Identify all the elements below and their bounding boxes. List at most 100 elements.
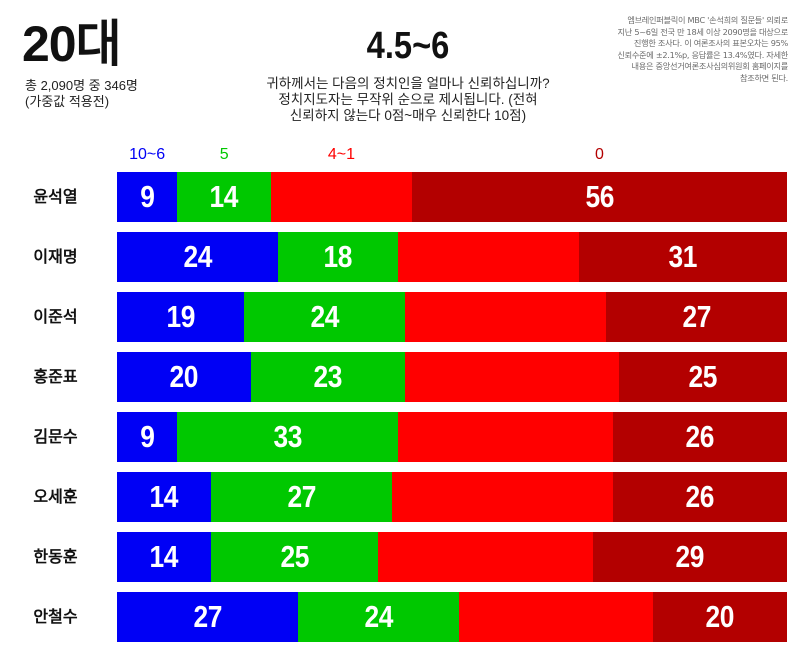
politician-name: 김문수 [33, 427, 78, 446]
chart-row: 윤석열 9 14 56 [0, 172, 800, 222]
question-line: 신뢰하지 않는다 0점~매우 신뢰한다 10점) [289, 108, 527, 123]
segment-score-5: 33 [177, 412, 399, 462]
legend-item-10-6: 10~6 [129, 146, 166, 163]
politician-name: 오세훈 [33, 487, 78, 506]
stacked-bar: 14 27 26 [117, 472, 787, 522]
note-line: 내용은 중앙선거여론조사심의위원회 홈페이지를 [631, 61, 789, 71]
segment-score-10-6: 20 [117, 352, 251, 402]
politician-name: 이준석 [33, 307, 78, 326]
politician-name: 한동훈 [33, 547, 78, 566]
segment-value: 27 [193, 599, 222, 634]
legend-item-5: 5 [219, 146, 229, 163]
survey-question: 귀하께서는 다음의 정치인을 얼마나 신뢰하십니까? 정치지도자는 무작위 순으… [238, 76, 578, 124]
segment-score-10-6: 27 [117, 592, 298, 642]
chart-title: 4.5~6 [366, 25, 450, 67]
segment-score-5: 27 [210, 472, 392, 522]
note-line: 진행한 조사다. 이 여론조사의 표본오차는 95% [633, 38, 788, 48]
segment-value: 27 [287, 479, 316, 514]
segment-score-0: 26 [612, 412, 787, 462]
segment-value: 9 [140, 179, 155, 214]
segment-score-5: 14 [177, 172, 272, 222]
segment-score-4-1 [458, 592, 653, 642]
segment-value: 9 [140, 419, 155, 454]
chart-row: 홍준표 20 23 25 [0, 352, 800, 402]
chart-row: 한동훈 14 25 29 [0, 532, 800, 582]
stacked-bar: 14 25 29 [117, 532, 787, 582]
segment-value: 56 [585, 179, 614, 214]
segment-score-0: 20 [652, 592, 787, 642]
segment-value: 29 [675, 539, 705, 574]
segment-value: 25 [688, 359, 718, 394]
segment-value: 33 [273, 419, 303, 454]
segment-score-5: 18 [277, 232, 399, 282]
politician-name: 홍준표 [33, 367, 78, 386]
sample-size-text: 총 2,090명 중 346명 [25, 78, 138, 93]
segment-value: 24 [183, 239, 212, 274]
segment-value: 31 [668, 239, 698, 274]
segment-score-0: 56 [411, 172, 787, 222]
politician-name: 안철수 [33, 607, 78, 626]
stacked-bar: 24 18 31 [117, 232, 787, 282]
segment-score-0: 29 [592, 532, 787, 582]
segment-score-4-1 [405, 352, 620, 402]
segment-score-0: 31 [579, 232, 787, 282]
segment-value: 24 [364, 599, 393, 634]
segment-value: 24 [310, 299, 339, 334]
politician-name: 이재명 [33, 247, 78, 266]
segment-value: 26 [685, 479, 715, 514]
stacked-bar: 19 24 27 [117, 292, 787, 342]
segment-score-5: 24 [244, 292, 406, 342]
question-line: 귀하께서는 다음의 정치인을 얼마나 신뢰하십니까? [266, 76, 550, 91]
segment-value: 25 [280, 539, 309, 574]
segment-score-5: 24 [297, 592, 459, 642]
survey-methodology-note: 엠브레인퍼블릭이 MBC '손석희의 질문들' 의뢰로 지난 5~6일 전국 만… [558, 15, 788, 84]
segment-value: 14 [209, 179, 239, 214]
segment-value: 19 [166, 299, 195, 334]
segment-score-4-1 [398, 232, 580, 282]
segment-value: 14 [149, 479, 179, 514]
segment-score-10-6: 19 [117, 292, 245, 342]
segment-score-10-6: 14 [117, 532, 211, 582]
segment-value: 20 [169, 359, 199, 394]
chart-row: 김문수 9 33 26 [0, 412, 800, 462]
chart-row: 안철수 27 24 20 [0, 592, 800, 642]
legend-item-0: 0 [594, 146, 604, 163]
chart-row: 오세훈 14 27 26 [0, 472, 800, 522]
segment-score-5: 23 [251, 352, 406, 402]
segment-score-10-6: 9 [117, 412, 178, 462]
segment-score-4-1 [405, 292, 607, 342]
segment-value: 26 [685, 419, 715, 454]
note-line: 참조하면 된다. [739, 72, 788, 83]
note-line: 지난 5~6일 전국 만 18세 이상 2090명을 대상으로 [617, 26, 789, 37]
stacked-bar: 9 33 26 [117, 412, 787, 462]
segment-value: 20 [705, 599, 735, 634]
segment-score-10-6: 24 [117, 232, 278, 282]
segment-score-4-1 [398, 412, 613, 462]
sample-info: 총 2,090명 중 346명 (가중값 적용전) [25, 78, 138, 110]
stacked-bar: 9 14 56 [117, 172, 787, 222]
age-group-title: 20대 [22, 16, 122, 72]
segment-score-0: 26 [612, 472, 787, 522]
segment-score-10-6: 9 [117, 172, 178, 222]
segment-score-0: 25 [619, 352, 787, 402]
chart-legend: 10~6 5 4~1 0 [117, 144, 787, 166]
note-line: 신뢰수준에 ±2.1%p, 응답률은 13.4%였다. 자세한 [617, 49, 788, 60]
legend-item-4-1: 4~1 [327, 146, 356, 163]
chart-row: 이준석 19 24 27 [0, 292, 800, 342]
segment-score-5: 25 [210, 532, 379, 582]
segment-value: 14 [149, 539, 179, 574]
weighting-note: (가중값 적용전) [25, 94, 110, 109]
stacked-bar: 27 24 20 [117, 592, 787, 642]
question-line: 정치지도자는 무작위 순으로 제시됩니다. (전혀 [278, 92, 538, 107]
segment-value: 23 [313, 359, 343, 394]
note-line: 엠브레인퍼블릭이 MBC '손석희의 질문들' 의뢰로 [627, 15, 788, 25]
segment-score-4-1 [271, 172, 412, 222]
segment-score-0: 27 [606, 292, 787, 342]
segment-value: 18 [323, 239, 353, 274]
stacked-bar: 20 23 25 [117, 352, 787, 402]
segment-score-4-1 [391, 472, 613, 522]
chart-row: 이재명 24 18 31 [0, 232, 800, 282]
politician-name: 윤석열 [33, 187, 78, 206]
segment-score-10-6: 14 [117, 472, 211, 522]
segment-score-4-1 [378, 532, 593, 582]
